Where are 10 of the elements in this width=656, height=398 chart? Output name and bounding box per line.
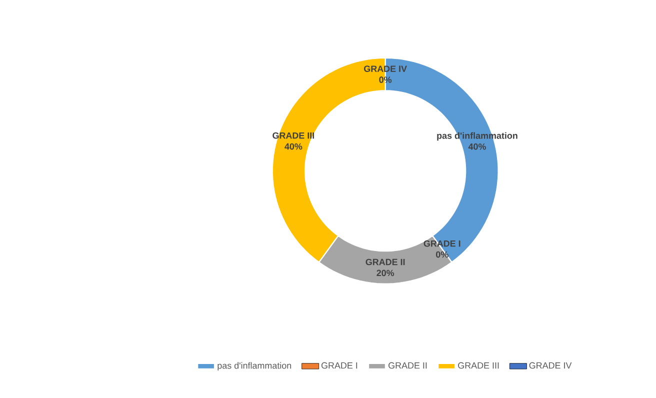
legend-label: GRADE II [388, 362, 427, 369]
legend-label: GRADE I [321, 362, 358, 369]
text: 0% [379, 76, 392, 83]
slice-label: GRADE II [366, 258, 405, 266]
data-label: 40% [468, 143, 486, 150]
legend-label: GRADE III [458, 362, 499, 369]
data-label: 20% [376, 270, 394, 276]
legend-label: pas d'inflammation [218, 362, 292, 371]
data-label: 40% [284, 143, 302, 150]
legend-label: GRADE IV [529, 362, 572, 369]
